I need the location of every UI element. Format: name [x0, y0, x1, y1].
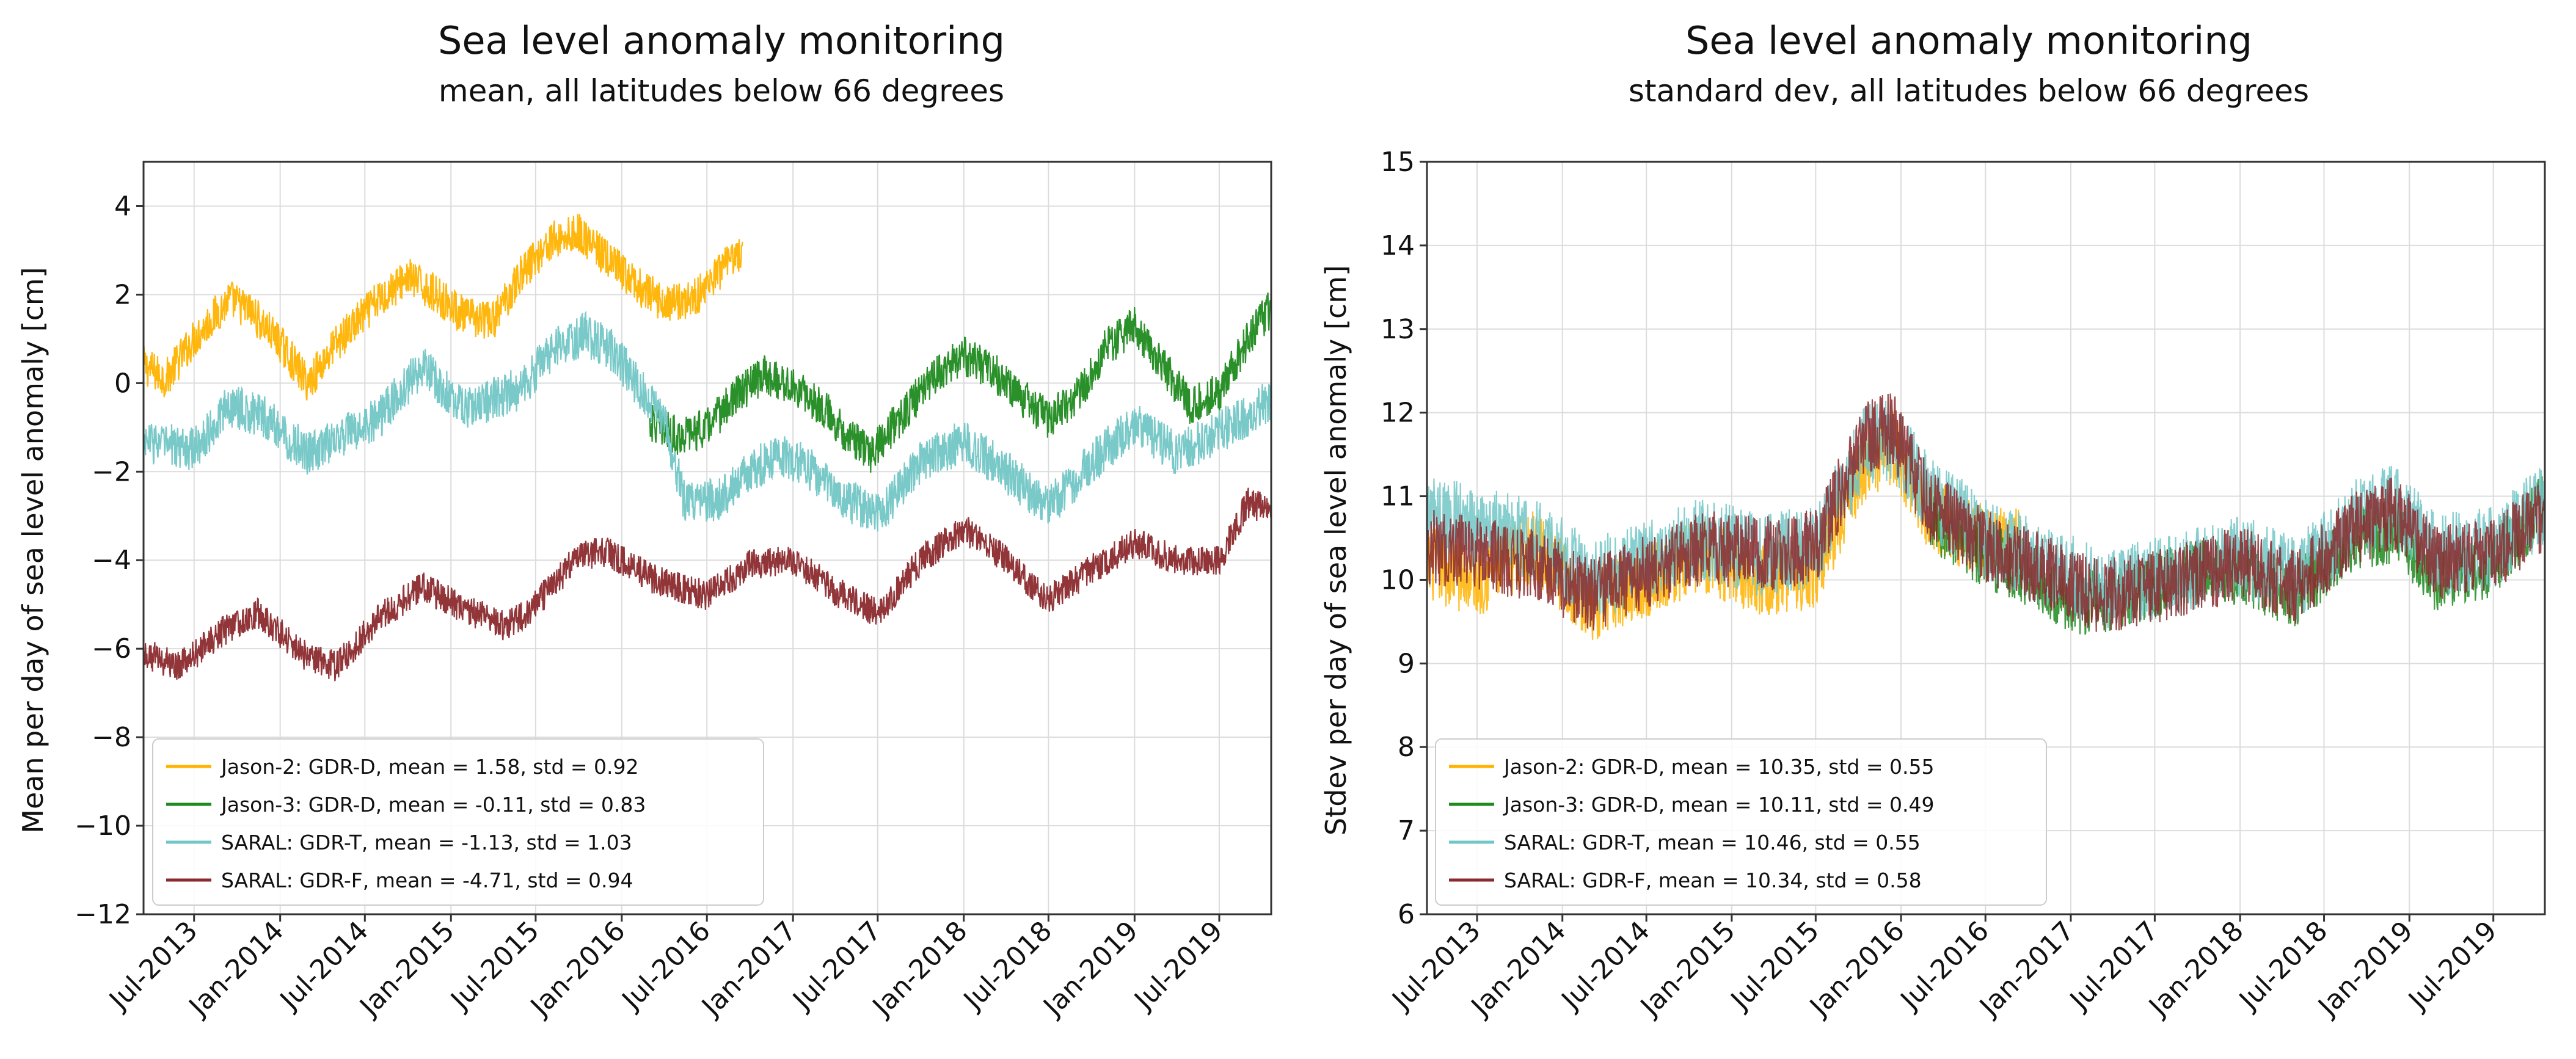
- y-tick-label: 9: [1398, 648, 1415, 679]
- mean-chart-series: [142, 214, 1272, 682]
- legend-label-jason3: Jason-3: GDR-D, mean = -0.11, std = 0.83: [220, 793, 646, 817]
- x-tick-label: Jan-2015: [352, 915, 461, 1024]
- y-tick-label: 14: [1381, 230, 1415, 261]
- legend-label-saral-gdr-t: SARAL: GDR-T, mean = -1.13, std = 1.03: [221, 831, 632, 854]
- stdev-chart-subtitle: standard dev, all latitudes below 66 deg…: [1629, 73, 2309, 109]
- mean-chart-title: Sea level anomaly monitoring: [438, 18, 1005, 63]
- x-tick-label: Jan-2014: [182, 915, 290, 1024]
- y-tick-label: 4: [114, 191, 131, 222]
- y-tick-label: −8: [92, 722, 131, 753]
- y-tick-label: −12: [75, 899, 131, 930]
- y-tick-label: 15: [1381, 147, 1415, 178]
- y-tick-label: 6: [1398, 899, 1415, 930]
- x-tick-label: Jan-2017: [695, 915, 803, 1024]
- stdev-chart-legend-box: [1435, 738, 2047, 906]
- y-tick-label: −6: [92, 633, 131, 664]
- stdev-chart-title: Sea level anomaly monitoring: [1685, 18, 2252, 63]
- y-tick-label: 13: [1381, 314, 1415, 345]
- y-tick-label: −4: [92, 545, 131, 576]
- stdev-chart-y-ticks: 15 14 13 12 11 10 9 8 7 6: [1381, 147, 1427, 930]
- y-tick-label: 2: [114, 279, 131, 310]
- x-tick-label: Jul-2019: [1128, 915, 1229, 1017]
- mean-chart-legend-box: [152, 738, 764, 906]
- stdev-chart: Sea level anomaly monitoring standard de…: [1319, 18, 2546, 1023]
- legend-label-saral-gdr-f: SARAL: GDR-F, mean = -4.71, std = 0.94: [221, 868, 633, 892]
- y-tick-label: 10: [1381, 564, 1415, 595]
- series-line-3: [1426, 393, 2546, 632]
- y-tick-label: 12: [1381, 398, 1415, 429]
- y-tick-label: −2: [92, 456, 131, 487]
- mean-chart-subtitle: mean, all latitudes below 66 degrees: [439, 73, 1004, 109]
- x-tick-label: Jul-2019: [2401, 915, 2503, 1017]
- mean-chart: Sea level anomaly monitoring mean, all l…: [16, 18, 1272, 1024]
- series-line-3: [142, 487, 1272, 682]
- series-line-2: [142, 310, 1272, 532]
- y-tick-label: 11: [1381, 481, 1415, 512]
- x-tick-label: Jan-2019: [1037, 915, 1145, 1024]
- stdev-chart-x-ticks: Jul-2013Jan-2014Jul-2014Jan-2015Jul-2015…: [1385, 914, 2503, 1023]
- y-tick-label: 8: [1398, 732, 1415, 763]
- y-tick-label: −10: [75, 810, 131, 842]
- y-tick-label: 7: [1398, 815, 1415, 846]
- legend-label-saral-gdr-f: SARAL: GDR-F, mean = 10.34, std = 0.58: [1504, 868, 1922, 892]
- series-line-1: [649, 292, 1272, 473]
- stdev-chart-series: [1426, 393, 2546, 640]
- legend-label-jason3: Jason-3: GDR-D, mean = 10.11, std = 0.49: [1503, 793, 1935, 817]
- series-line-0: [142, 214, 743, 401]
- mean-chart-x-ticks: Jul-2013Jan-2014Jul-2014Jan-2015Jul-2015…: [102, 914, 1229, 1024]
- mean-chart-legend: Jason-2: GDR-D, mean = 1.58, std = 0.92 …: [152, 738, 764, 906]
- legend-label-saral-gdr-t: SARAL: GDR-T, mean = 10.46, std = 0.55: [1504, 831, 1921, 854]
- stdev-chart-legend: Jason-2: GDR-D, mean = 10.35, std = 0.55…: [1435, 738, 2047, 906]
- stdev-chart-y-axis-label: Stdev per day of sea level anomaly [cm]: [1319, 265, 1352, 835]
- mean-chart-plot-frame: [142, 161, 1272, 915]
- stdev-chart-plot-frame: [1426, 161, 2546, 915]
- mean-chart-y-ticks: 4 2 0 −2 −4 −6 −8 −10 −12: [75, 191, 144, 930]
- x-tick-label: Jan-2016: [524, 915, 632, 1024]
- mean-chart-y-axis-label: Mean per day of sea level anomaly [cm]: [16, 267, 49, 833]
- legend-label-jason2: Jason-2: GDR-D, mean = 1.58, std = 0.92: [220, 755, 639, 779]
- legend-label-jason2: Jason-2: GDR-D, mean = 10.35, std = 0.55: [1503, 755, 1935, 779]
- y-tick-label: 0: [114, 368, 131, 399]
- x-tick-label: Jan-2018: [866, 915, 974, 1024]
